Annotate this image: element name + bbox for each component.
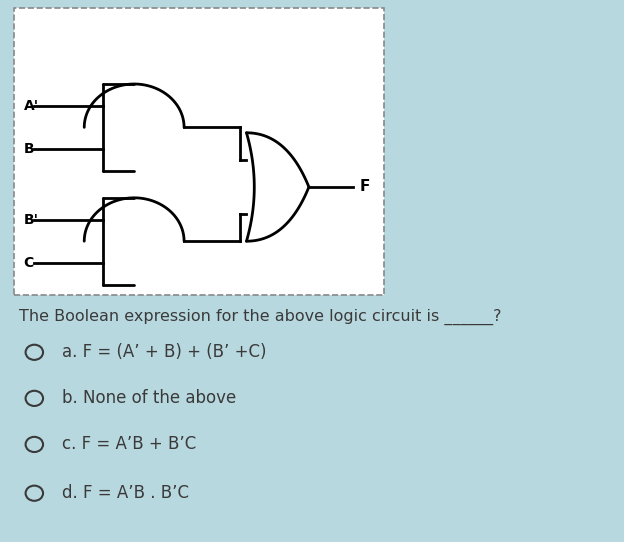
Text: The Boolean expression for the above logic circuit is ______?: The Boolean expression for the above log… <box>19 309 501 325</box>
Text: B': B' <box>24 212 39 227</box>
Bar <box>14 8 384 295</box>
Text: C: C <box>24 256 34 270</box>
Text: F: F <box>360 179 371 195</box>
Text: a. F = (A’ + B) + (B’ +C): a. F = (A’ + B) + (B’ +C) <box>62 343 267 362</box>
Text: c. F = A’B + B’C: c. F = A’B + B’C <box>62 435 197 454</box>
Text: b. None of the above: b. None of the above <box>62 389 236 408</box>
Text: A': A' <box>24 99 39 113</box>
Text: d. F = A’B . B’C: d. F = A’B . B’C <box>62 484 190 502</box>
Text: B: B <box>24 142 34 156</box>
